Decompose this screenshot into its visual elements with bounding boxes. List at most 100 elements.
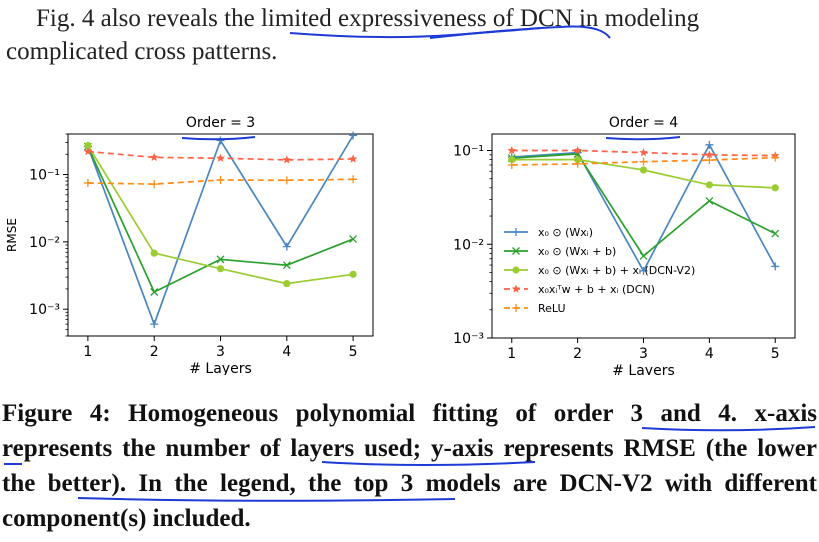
data-point — [507, 161, 516, 170]
data-point — [216, 136, 225, 145]
y-tick-label: 10⁻³ — [29, 302, 60, 318]
data-point — [216, 255, 225, 264]
legend-marker — [511, 284, 521, 293]
data-point — [507, 146, 516, 155]
series-5 — [507, 153, 780, 170]
data-point — [216, 265, 225, 273]
intro-paragraph: Fig. 4 also reveals the limited expressi… — [6, 2, 811, 68]
x-tick-label: 3 — [216, 344, 225, 360]
y-tick-label: 10⁻² — [29, 235, 60, 251]
data-point — [216, 175, 225, 184]
caption-label: Figure 4: — [2, 400, 111, 427]
data-point — [639, 266, 648, 275]
legend-marker — [512, 266, 520, 274]
data-point — [705, 181, 713, 189]
data-point — [574, 155, 582, 164]
data-point — [348, 154, 358, 163]
data-point — [573, 146, 582, 155]
data-point — [771, 229, 780, 238]
series-1 — [83, 131, 358, 329]
data-point — [705, 140, 714, 149]
data-point — [282, 242, 291, 251]
x-axis-label: # Layers — [612, 363, 675, 375]
legend-item: x₀ ⊙ (Wxᵢ) — [504, 226, 593, 239]
series-2 — [83, 142, 358, 296]
legend-label: x₀xᵢᵀw + b + xᵢ (DCN) — [538, 283, 655, 296]
y-tick-label: 10⁻¹ — [453, 144, 484, 160]
data-point — [639, 166, 648, 174]
data-point — [771, 184, 779, 192]
data-point — [508, 155, 516, 164]
legend: x₀ ⊙ (Wxᵢ) x₀ ⊙ (Wxᵢ + b) x₀ ⊙ (Wxᵢ + b) +… — [504, 226, 695, 315]
data-point — [84, 141, 92, 150]
data-point — [282, 155, 292, 164]
data-point — [150, 320, 159, 329]
y-tick-label: 10⁻³ — [453, 331, 484, 347]
intro-line-2: complicated cross patterns. — [6, 38, 278, 65]
legend-item: x₀ ⊙ (Wxᵢ + b) — [504, 245, 616, 258]
chart-title: Order = 4 — [609, 115, 678, 131]
x-tick-label: 1 — [507, 346, 516, 362]
series-4 — [507, 146, 780, 160]
data-point — [149, 152, 159, 161]
data-point — [705, 150, 714, 159]
data-point — [216, 153, 225, 162]
data-point — [705, 196, 714, 205]
x-tick-label: 1 — [83, 344, 92, 360]
data-point — [282, 176, 291, 185]
legend-item: x₀ ⊙ (Wxᵢ + b) + xᵢ (DCN-V2) — [504, 264, 695, 277]
data-point — [639, 157, 648, 166]
x-tick-label: 2 — [150, 344, 159, 360]
data-point — [771, 262, 780, 271]
legend-label: ReLU — [538, 302, 566, 315]
legend-label: x₀ ⊙ (Wxᵢ + b) — [538, 245, 616, 258]
data-point — [573, 159, 582, 168]
legend-item: ReLU — [504, 302, 566, 315]
intro-line-1: Fig. 4 also reveals the limited expressi… — [36, 5, 700, 32]
legend-item: x₀xᵢᵀw + b + xᵢ (DCN) — [504, 283, 655, 296]
x-axis-label: # Layers — [189, 361, 252, 375]
legend-marker — [512, 228, 520, 236]
data-point — [150, 288, 159, 296]
data-point — [705, 156, 714, 165]
data-point — [349, 235, 358, 244]
legend-marker — [512, 247, 520, 255]
data-point — [283, 280, 291, 288]
data-point — [83, 178, 92, 187]
figure-caption: Figure 4: Homogeneous polynomial fitting… — [2, 396, 817, 536]
series-3 — [508, 155, 779, 192]
x-tick-label: 2 — [573, 346, 582, 362]
legend-label: x₀ ⊙ (Wxᵢ) — [538, 226, 593, 239]
data-point — [83, 147, 93, 156]
y-axis-label: RMSE — [5, 218, 19, 252]
data-point — [282, 261, 291, 270]
data-point — [771, 153, 780, 162]
chart-order-3: 10⁻³ 10⁻² 10⁻¹ 1 2 3 4 5 Order = 3 # Layers RMSE — [5, 115, 374, 375]
caption-text: Homogeneous polynomial fitting of order … — [2, 400, 817, 532]
series-5 — [83, 175, 358, 189]
x-tick-label: 3 — [639, 346, 648, 362]
chart-title: Order = 3 — [186, 115, 255, 131]
plot-frame — [67, 133, 374, 337]
x-tick-label: 4 — [282, 344, 291, 360]
data-point — [639, 252, 648, 260]
data-point — [150, 180, 159, 189]
y-tick-label: 10⁻² — [453, 237, 484, 253]
series-line — [87, 145, 354, 285]
data-point — [349, 131, 358, 140]
data-point — [639, 148, 648, 157]
chart-order-4: 10⁻³ 10⁻² 10⁻¹ 1 2 3 4 5 Order = 4 # Layers x₀ ⊙ (… — [453, 115, 796, 375]
series-line — [87, 135, 354, 327]
x-tick-label: 5 — [771, 346, 780, 362]
legend-marker — [512, 304, 520, 312]
data-point — [573, 149, 582, 158]
data-point — [349, 270, 357, 278]
y-tick-label: 10⁻¹ — [29, 168, 60, 184]
legend-label: x₀ ⊙ (Wxᵢ + b) + xᵢ (DCN-V2) — [538, 264, 695, 277]
data-point — [349, 175, 358, 184]
x-tick-label: 5 — [349, 344, 358, 360]
data-point — [150, 249, 158, 257]
x-tick-label: 4 — [705, 346, 714, 362]
series-3 — [84, 141, 357, 288]
series-4 — [83, 147, 358, 164]
